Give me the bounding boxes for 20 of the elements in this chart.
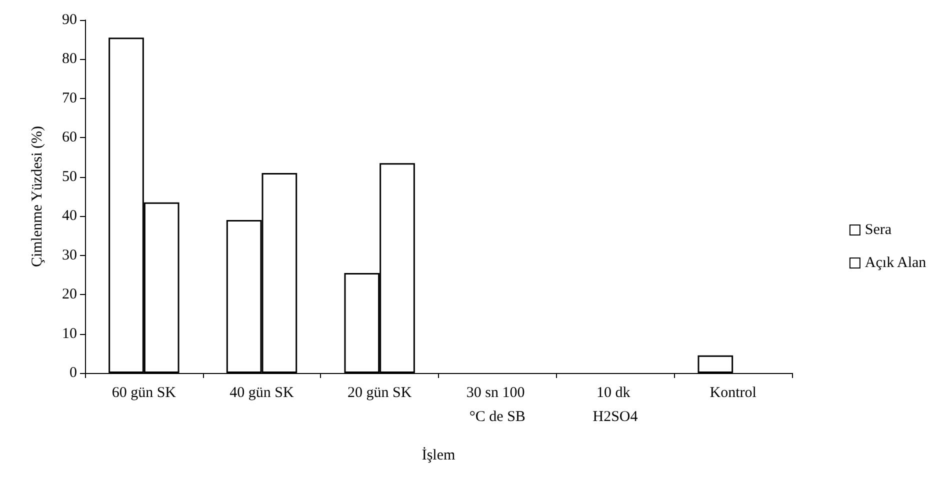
y-tick-label: 10 [62, 326, 77, 342]
x-axis-title: İşlem [422, 446, 456, 464]
y-tick-label: 90 [62, 12, 77, 28]
legend-label: Sera [864, 222, 892, 238]
x-tick-label: 30 sn 100 °C de SB [466, 385, 528, 425]
y-tick-label: 60 [62, 130, 77, 146]
x-tick-label: 60 gün SK [112, 385, 176, 401]
y-tick-label: 0 [70, 365, 77, 381]
y-axis-title: Çimlenme Yüzdesi (%) [30, 126, 46, 268]
y-tick-label: 40 [62, 208, 77, 224]
x-tick-label: 10 dk H2SO4 [592, 385, 638, 425]
legend-label: Açık Alan [864, 255, 927, 271]
x-tick-label: 40 gün SK [230, 385, 294, 401]
x-tick-label: 20 gün SK [347, 385, 412, 401]
y-tick-label: 50 [62, 168, 77, 185]
x-tick-label: Kontrol [710, 385, 756, 401]
y-tick-label: 20 [62, 286, 77, 303]
y-tick-label: 80 [62, 51, 77, 68]
y-tick-label: 30 [62, 247, 77, 264]
y-tick-label: 70 [62, 90, 77, 106]
